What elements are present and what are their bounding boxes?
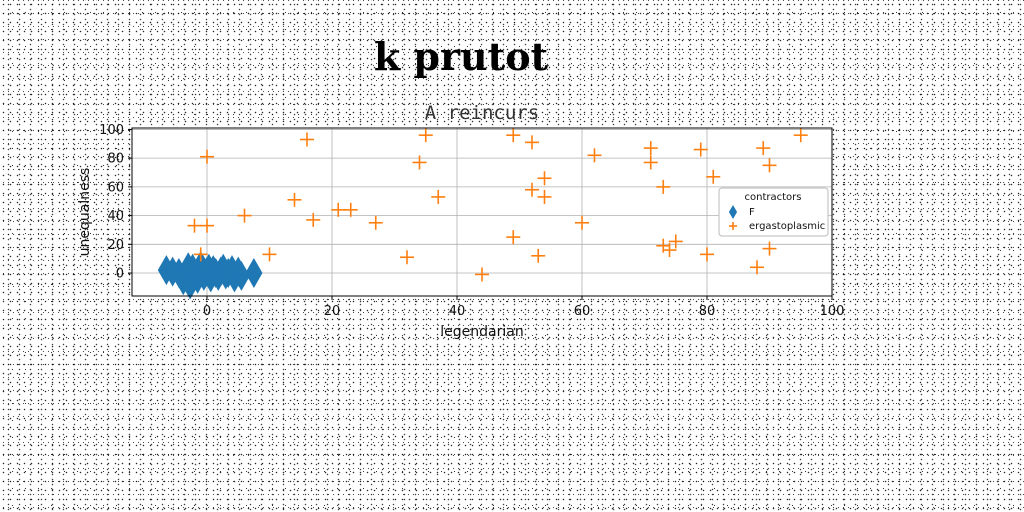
y-axis-label: unequalness	[77, 168, 93, 257]
data-point-ergastoplasmic	[368, 215, 383, 230]
data-point-ergastoplasmic	[331, 202, 346, 217]
data-point-ergastoplasmic	[643, 141, 658, 156]
data-points	[157, 128, 808, 300]
y-tick-label: 100	[99, 123, 124, 138]
legend-label-ergastoplasmic: ergastoplasmic	[749, 221, 825, 232]
data-point-ergastoplasmic	[287, 192, 302, 207]
data-point-ergastoplasmic	[643, 155, 658, 170]
y-tick-label: 60	[107, 180, 124, 195]
data-point-ergastoplasmic	[400, 250, 414, 265]
x-tick-label: 80	[699, 304, 716, 319]
data-point-ergastoplasmic	[343, 202, 358, 217]
data-point-ergastoplasmic	[668, 234, 683, 249]
data-point-ergastoplasmic	[475, 267, 489, 282]
plot-frame	[131, 127, 833, 297]
data-point-f	[245, 258, 263, 289]
y-tick-label: 80	[107, 152, 124, 167]
data-point-ergastoplasmic	[262, 247, 277, 262]
data-point-ergastoplasmic	[575, 215, 589, 230]
data-point-ergastoplasmic	[418, 128, 433, 143]
legend-marker-f	[728, 205, 738, 219]
data-point-ergastoplasmic	[537, 171, 552, 186]
data-point-ergastoplasmic	[662, 243, 677, 258]
data-point-ergastoplasmic	[193, 247, 208, 262]
data-point-ergastoplasmic	[762, 158, 777, 173]
x-tick-label: 40	[449, 304, 466, 319]
x-tick-label: 100	[820, 304, 845, 319]
x-axis-label: legendarian	[440, 324, 523, 340]
data-point-ergastoplasmic	[750, 260, 764, 275]
axis-ticks: 0 20 40 60 80 100 0 20 40 60 80 100	[99, 123, 844, 319]
data-point-ergastoplasmic	[762, 241, 777, 256]
chart-subtitle: A reincurs	[425, 102, 539, 124]
data-point-ergastoplasmic	[525, 182, 539, 197]
data-point-ergastoplasmic	[306, 212, 321, 227]
chart-title: k prutot	[374, 34, 549, 79]
data-point-ergastoplasmic	[531, 248, 546, 263]
legend-marker-ergastoplasmic-shape	[729, 222, 737, 230]
data-point-ergastoplasmic	[756, 141, 771, 156]
data-point-ergastoplasmic	[693, 142, 708, 157]
data-point-ergastoplasmic	[537, 189, 552, 204]
legend-marker-f-shape	[728, 205, 738, 219]
data-point-ergastoplasmic	[200, 149, 214, 164]
data-point-ergastoplasmic	[706, 169, 721, 184]
data-point-ergastoplasmic	[656, 179, 671, 194]
data-point-ergastoplasmic	[412, 155, 427, 170]
data-point-ergastoplasmic	[200, 218, 214, 233]
x-tick-label: 20	[324, 304, 341, 319]
data-point-ergastoplasmic	[506, 230, 521, 245]
data-point-ergastoplasmic	[700, 247, 714, 262]
data-point-ergastoplasmic	[587, 148, 602, 163]
y-tick-label: 40	[107, 209, 124, 224]
data-point-ergastoplasmic	[300, 132, 314, 147]
data-point-ergastoplasmic	[793, 128, 808, 143]
data-point-ergastoplasmic	[187, 218, 202, 233]
x-tick-label: 0	[203, 304, 211, 319]
legend: contractors F ergastoplasmic	[718, 187, 829, 237]
y-tick-label: 20	[107, 238, 124, 253]
x-tick-label: 60	[574, 304, 591, 319]
data-point-ergastoplasmic	[506, 128, 521, 143]
legend-title: contractors	[745, 192, 802, 203]
y-tick-label: 0	[116, 267, 124, 282]
legend-label-f: F	[749, 207, 755, 218]
legend-box	[718, 187, 829, 237]
data-point-ergastoplasmic	[237, 208, 252, 223]
legend-marker-ergastoplasmic	[729, 222, 737, 230]
data-point-ergastoplasmic	[431, 189, 446, 204]
data-point-ergastoplasmic	[525, 135, 539, 150]
